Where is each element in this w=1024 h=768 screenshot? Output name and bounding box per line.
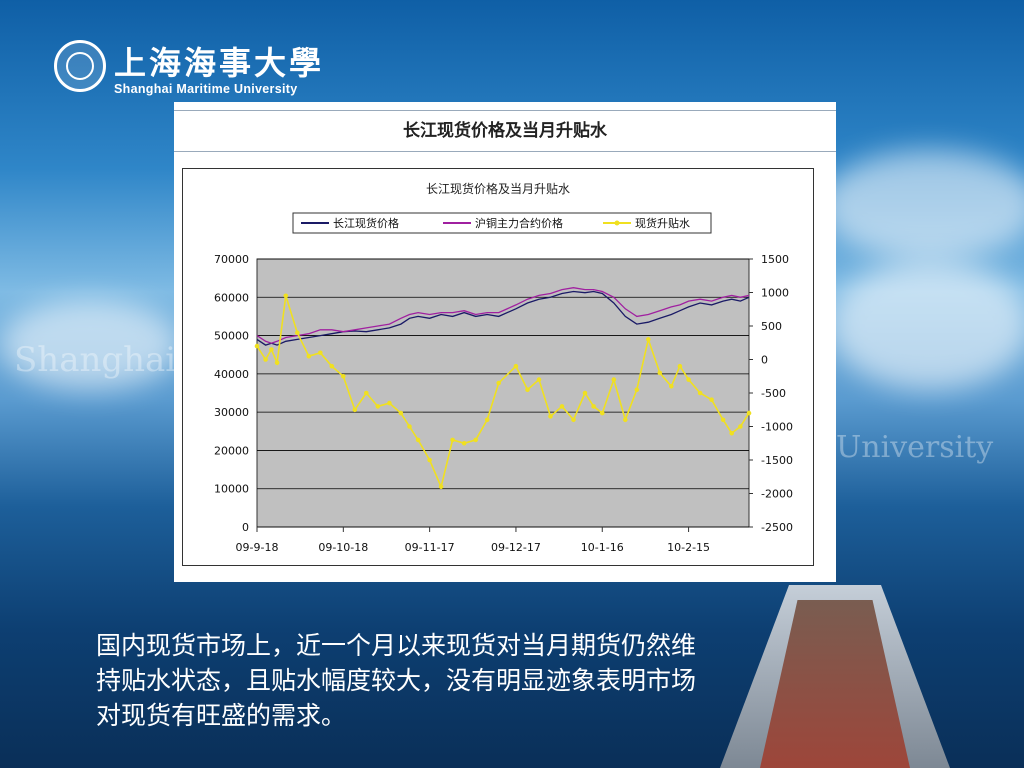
data-point	[438, 484, 444, 490]
data-point	[513, 363, 519, 369]
data-point	[352, 407, 358, 413]
data-point	[600, 410, 605, 416]
data-point	[548, 414, 553, 419]
chart-panel: 长江现货价格及当月升贴水 长江现货价格及当月升贴水长江现货价格 沪铜主力合约价格 现…	[174, 102, 836, 582]
data-point	[473, 437, 479, 443]
data-point	[306, 353, 312, 359]
caption-line: 持贴水状态，且贴水幅度较大，没有明显迹象表明市场	[96, 666, 697, 695]
series-line-2	[256, 287, 750, 344]
ghost-text-left: Shanghai	[14, 340, 177, 380]
cloud-decoration	[820, 150, 1024, 260]
y-right-tick-label: 1000	[761, 287, 789, 300]
y-left-tick-label: 20000	[214, 444, 249, 457]
data-point	[496, 380, 502, 386]
data-point	[263, 357, 268, 362]
data-point	[415, 437, 421, 443]
data-point	[657, 370, 663, 376]
data-point	[634, 387, 640, 392]
data-point	[254, 343, 260, 349]
data-point	[341, 374, 346, 379]
cloud-decoration	[830, 260, 1024, 390]
y-right-tick-label: -2000	[761, 488, 793, 501]
data-point	[669, 384, 674, 389]
data-point	[729, 430, 734, 436]
x-tick-label: 09-10-18	[318, 541, 368, 554]
data-point	[709, 397, 714, 402]
data-point	[375, 404, 381, 409]
data-point	[484, 417, 490, 423]
data-point	[329, 363, 335, 369]
data-point	[364, 390, 369, 396]
data-point	[387, 400, 392, 406]
data-point	[283, 293, 289, 299]
cloud-decoration	[0, 300, 180, 390]
caption-line: 国内现货市场上，近一个月以来现货对当月期货仍然维	[96, 631, 697, 660]
chart-frame: 长江现货价格及当月升贴水长江现货价格 沪铜主力合约价格 现货升贴水 70000 6000…	[182, 168, 814, 566]
x-tick-label: 10-1-16	[581, 541, 624, 554]
chart-title: 长江现货价格及当月升贴水	[426, 181, 570, 196]
y-left-tick-label: 10000	[214, 483, 249, 496]
y-left-tick-label: 60000	[214, 291, 249, 304]
legend-marker	[614, 220, 620, 226]
data-point	[746, 410, 752, 416]
seal-icon	[54, 40, 106, 92]
legend-label-2: 沪铜主力合约价格	[475, 216, 563, 230]
data-point	[274, 360, 280, 366]
data-point	[525, 387, 530, 392]
data-point	[571, 417, 576, 423]
y-right-tick-label: -1000	[761, 421, 793, 434]
data-point	[269, 347, 274, 352]
y-right-tick-label: 500	[761, 320, 782, 333]
data-point	[461, 441, 467, 446]
legend-box	[292, 212, 712, 234]
data-point	[677, 363, 683, 369]
x-tick-label: 09-12-17	[491, 541, 541, 554]
logo-english-name: Shanghai Maritime University	[114, 82, 298, 96]
data-point	[536, 377, 542, 382]
data-point	[427, 457, 432, 463]
plot-area	[256, 258, 750, 528]
x-tick-label: 09-9-18	[236, 541, 279, 554]
logo-chinese-name: 上海海事大學	[114, 44, 325, 82]
ghost-text-right: University	[836, 430, 994, 465]
data-point	[611, 377, 617, 382]
x-tick-label: 10-2-15	[667, 541, 710, 554]
data-point	[697, 390, 703, 396]
data-point	[591, 404, 596, 409]
caption-line: 对现货有旺盛的需求。	[96, 701, 347, 730]
data-point	[623, 417, 628, 423]
y-right-tick-label: -500	[761, 387, 786, 400]
x-tick-label: 09-11-17	[405, 541, 455, 554]
y-right-tick-label: -2500	[761, 521, 793, 534]
data-point	[295, 330, 300, 335]
legend-label-3: 现货升贴水	[635, 216, 690, 230]
y-left-tick-label: 50000	[214, 330, 249, 343]
data-point	[686, 377, 691, 382]
data-point	[318, 350, 323, 356]
university-logo: 上海海事大學 Shanghai Maritime University	[50, 38, 350, 102]
y-left-tick-label: 30000	[214, 406, 249, 419]
data-point	[738, 424, 743, 429]
y-left-tick-label: 0	[242, 521, 249, 534]
data-point	[582, 390, 588, 396]
y-right-tick-label: 0	[761, 354, 768, 367]
data-point	[407, 424, 412, 429]
data-point	[450, 437, 455, 443]
y-right-tick-label: 1500	[761, 253, 789, 266]
y-right-tick-label: -1500	[761, 454, 793, 467]
y-left-tick-label: 70000	[214, 253, 249, 266]
series-line-1	[256, 290, 750, 346]
caption-text: 国内现货市场上，近一个月以来现货对当月期货仍然维 持贴水状态，且贴水幅度较大，没…	[96, 628, 936, 733]
data-point	[398, 410, 404, 416]
data-point	[646, 337, 651, 342]
panel-title: 长江现货价格及当月升贴水	[174, 110, 836, 152]
y-left-tick-label: 40000	[214, 368, 249, 381]
data-point	[559, 404, 565, 409]
data-point	[720, 417, 726, 423]
legend-label-1: 长江现货价格	[333, 216, 399, 230]
